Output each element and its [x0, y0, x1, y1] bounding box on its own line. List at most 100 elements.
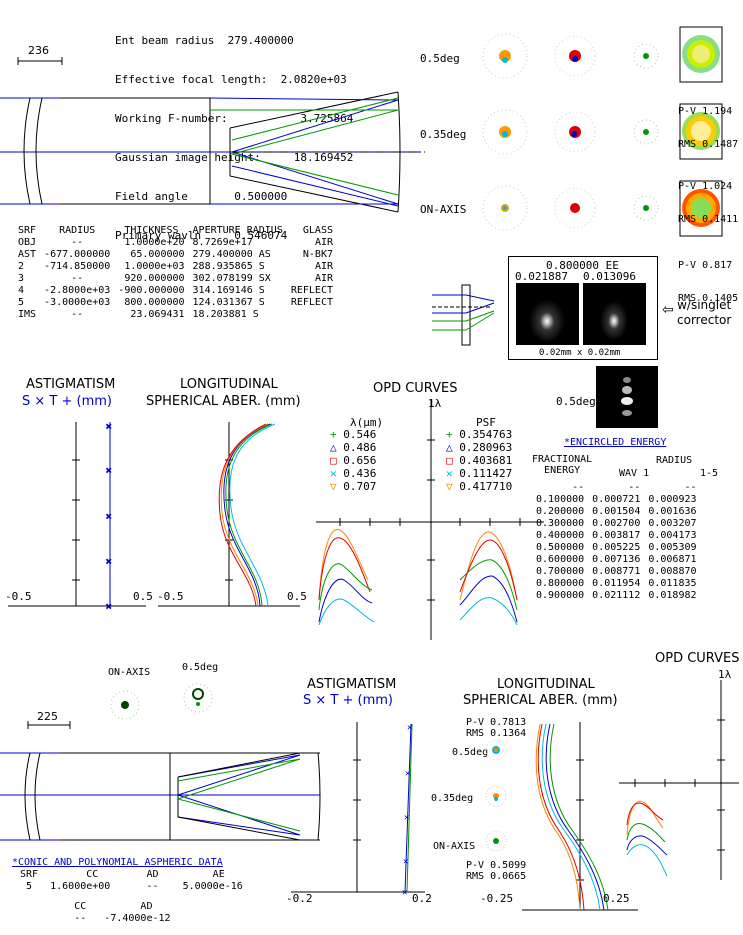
astig-plot-bottom: ✕ ✕ ✕ ✕ ✕: [291, 722, 425, 898]
spec-line: Gaussian image height: 18.169452: [115, 151, 354, 164]
ee-col2b: 1-5: [700, 468, 719, 479]
pv-value: P-V 1.024: [678, 181, 733, 192]
spec-line: Primary wavln 0.546074: [115, 229, 288, 242]
rms-value: RMS 0.1405: [678, 293, 739, 304]
table-row: 4 -2.8000e+03 -900.000000 314.169146 S REFLE…: [18, 285, 333, 296]
spec-line: Effective focal length: 2.0820e+03: [115, 73, 347, 86]
wavefront-maps: [679, 26, 723, 237]
ee-col2a: WAV 1: [619, 468, 650, 479]
pv-bottom-2: P-V 0.5099: [466, 860, 527, 871]
bottom-spots: [110, 683, 213, 720]
table-row: 0.500000 0.005225 0.005309: [536, 542, 697, 553]
opd-title-bottom: OPD CURVES: [655, 651, 740, 666]
table-row: 2 -714.850000 1.0000e+03 288.935865 S AIR: [18, 261, 333, 272]
longsph-title: LONGITUDINAL: [180, 377, 278, 392]
astig-xmax-bottom: 0.2: [412, 892, 432, 905]
table-row: 0.800000 0.011954 0.011835: [536, 578, 697, 589]
wavefront-stats-2: P-V 0.817 RMS 0.1405: [678, 238, 738, 315]
bottom-field-0: 0.5deg: [452, 747, 489, 758]
bottom-field-2: ON-AXIS: [433, 841, 476, 852]
astig-xmin-bottom: -0.2: [286, 892, 313, 905]
rms-value: RMS 0.1487: [678, 139, 739, 150]
header-cell: SRF: [18, 225, 37, 236]
aspheric-title[interactable]: *CONIC AND POLYNOMIAL ASPHERIC DATA: [12, 857, 223, 868]
svg-text:✕: ✕: [106, 422, 111, 432]
rms-value: RMS 0.1411: [678, 214, 739, 225]
spec-line: Ent beam radius 279.400000: [115, 34, 294, 47]
opd-legend: + 0.546 △ 0.486 □ 0.656 ✕ 0.436 ▽ 0.707: [330, 428, 376, 493]
psf-value-1: 0.021887: [515, 270, 568, 283]
plus-icon: +: [330, 428, 344, 441]
svg-text:✕: ✕: [106, 512, 111, 522]
table-row: 5 -3.0000e+03 800.000000 124.031367 S REFLEC…: [18, 297, 333, 308]
longsph-xmin: -0.5: [157, 590, 184, 603]
corrector-label: w/singlet corrector: [677, 298, 732, 327]
svg-text:✕: ✕: [403, 857, 408, 867]
square-icon: □: [330, 454, 344, 467]
table-row: 3 -- 920.000000 302.078199 SX AIR: [18, 273, 333, 284]
psf-value: 0.354763: [459, 428, 513, 441]
aspheric-line4: -- -7.4000e-12: [14, 913, 171, 924]
spec-line: Field angle 0.500000: [115, 190, 288, 203]
psf-value: 0.403681: [459, 454, 513, 467]
wavelength: 0.436: [343, 467, 377, 480]
psf-size: 0.02mm x 0.02mm: [539, 348, 621, 358]
opd-plot-bottom: [619, 680, 739, 880]
corrector-schematic: [432, 284, 495, 346]
plus-icon: +: [446, 428, 460, 441]
aspheric-line2: 5 1.6000e+00 -- 5.0000e-16: [14, 881, 243, 892]
spot-row-0: [482, 33, 659, 79]
longsph-plot-bottom: [522, 722, 638, 911]
lambda-header: λ(μm): [350, 416, 384, 429]
pv-bottom-1: P-V 0.7813: [466, 717, 527, 728]
svg-text:✕: ✕: [404, 813, 409, 823]
left-arrow-icon: ⇦: [662, 302, 674, 318]
wavelength: 0.486: [343, 441, 377, 454]
wavelength: 0.656: [343, 454, 377, 467]
square-icon: □: [446, 454, 460, 467]
table-row: 0.900000 0.021112 0.018982: [536, 590, 697, 601]
longsph-xmax: 0.5: [287, 590, 307, 603]
triangle-icon: △: [330, 441, 344, 454]
svg-text:✕: ✕: [405, 769, 410, 779]
table-row: AST -677.000000 65.000000 279.400000 AS N-BK…: [18, 249, 333, 260]
table-row: 0.100000 0.000721 0.000923: [536, 494, 697, 505]
astig-subtitle-bottom: S × T + (mm): [303, 693, 393, 708]
svg-text:✕: ✕: [106, 557, 111, 567]
table-row: 0.700000 0.008771 0.008870: [536, 566, 697, 577]
psf-value: 0.280963: [459, 441, 513, 454]
field-label-1: 0.35deg: [420, 128, 467, 141]
bottom-field-spots: [485, 739, 507, 852]
bottom-field-1: 0.35deg: [431, 793, 474, 804]
spot-row-1: [482, 109, 659, 155]
wavefront-stats-0: P-V 1.194 RMS 0.1487: [678, 84, 738, 161]
psf-value-2: 0.013096: [583, 270, 636, 283]
inv-triangle-icon: ▽: [446, 480, 460, 493]
wavelength: 0.546: [343, 428, 377, 441]
astig-xmax: 0.5: [133, 590, 153, 603]
cross-icon: ✕: [446, 467, 460, 480]
spot-row-2: [482, 185, 659, 231]
inv-triangle-icon: ▽: [330, 480, 344, 493]
opd-plot-top: [316, 400, 544, 640]
rms-bottom-2: RMS 0.0665: [466, 871, 527, 882]
longsph-subtitle-bottom: SPHERICAL ABER. (mm): [463, 693, 618, 708]
wavelength: 0.707: [343, 480, 377, 493]
optical-layout-bottom: [0, 752, 321, 841]
psf-value: 0.111427: [459, 467, 513, 480]
encircled-title[interactable]: *ENCIRCLED ENERGY: [564, 437, 667, 448]
encircled-table: -- -- -- 0.100000 0.000721 0.000923 0.200000…: [532, 482, 701, 602]
surface-table: SRF RADIUS THICKNESS APERTURE RADIUS GLA…: [14, 225, 337, 321]
header-cell: GLASS: [302, 225, 333, 236]
psf-images: [516, 283, 646, 345]
astig-title: ASTIGMATISM: [26, 377, 116, 392]
svg-text:✕: ✕: [402, 888, 407, 898]
astig-plot-top: ✕ ✕ ✕ ✕ ✕: [8, 422, 146, 613]
psf-header: PSF: [476, 416, 496, 429]
table-row: IMS -- 23.069431 18.203881 S: [18, 309, 259, 320]
astig-subtitle: S × T + (mm): [22, 394, 112, 409]
scale-bar: [17, 57, 63, 65]
scale-label: 236: [28, 44, 49, 57]
ee-label: 0.800000 EE: [546, 259, 619, 272]
scale-bar-bottom: [27, 721, 71, 729]
